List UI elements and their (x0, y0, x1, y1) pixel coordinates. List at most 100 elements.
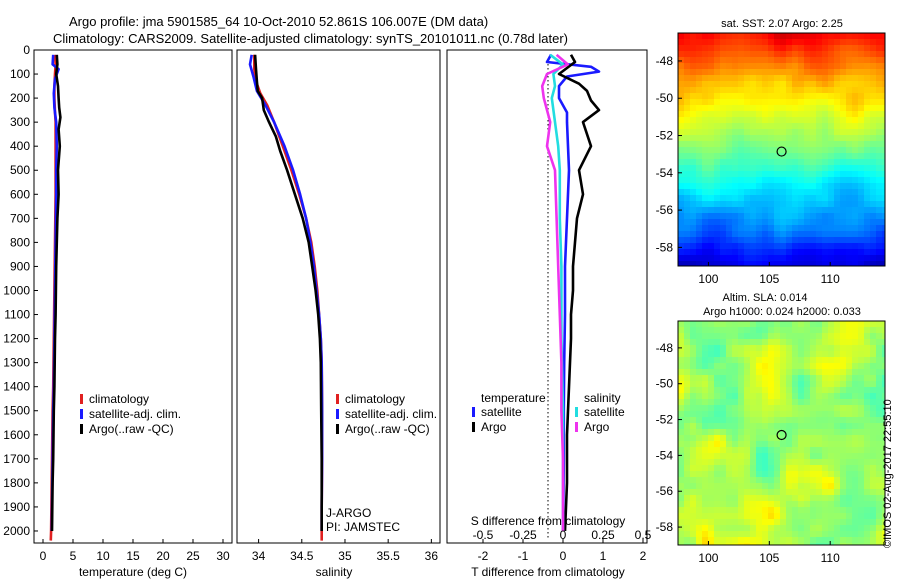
heat-cell (810, 171, 817, 178)
heat-cell (750, 345, 757, 352)
heat-cell (750, 147, 757, 154)
heat-cell (684, 75, 691, 82)
heat-cell (798, 159, 805, 166)
t-difference-xlabel: T difference from climatology (471, 565, 625, 579)
heat-cell (732, 525, 739, 532)
heat-cell (744, 195, 751, 202)
heat-cell (846, 183, 853, 190)
heat-cell (858, 255, 865, 262)
heat-cell (810, 363, 817, 370)
heat-cell (876, 507, 883, 514)
heat-cell (774, 159, 781, 166)
heat-cell (852, 207, 859, 214)
heat-cell (684, 195, 691, 202)
heat-cell (684, 249, 691, 256)
heat-cell (840, 57, 847, 64)
heat-cell (774, 417, 781, 424)
heat-cell (792, 231, 799, 238)
heat-cell (780, 525, 787, 532)
heat-cell (858, 441, 865, 448)
heat-cell (768, 69, 775, 76)
heat-cell (798, 117, 805, 124)
heat-cell (690, 243, 697, 250)
heat-cell (744, 129, 751, 136)
heat-cell (774, 525, 781, 532)
heat-cell (684, 375, 691, 382)
x-tick-label: 0 (40, 549, 47, 563)
heat-cell (690, 123, 697, 130)
heat-cell (738, 507, 745, 514)
heat-cell (696, 363, 703, 370)
heat-cell (870, 51, 877, 58)
heat-cell (816, 477, 823, 484)
heat-cell (834, 171, 841, 178)
heat-cell (738, 339, 745, 346)
heat-cell (738, 183, 745, 190)
heat-cell (840, 321, 847, 328)
heat-cell (786, 45, 793, 52)
heat-cell (840, 405, 847, 412)
heat-cell (684, 243, 691, 250)
heat-cell (852, 471, 859, 478)
heat-cell (750, 411, 757, 418)
heat-cell (708, 147, 715, 154)
heat-cell (750, 417, 757, 424)
heat-cell (876, 453, 883, 460)
heat-cell (846, 411, 853, 418)
heat-cell (876, 87, 883, 94)
heat-cell (876, 219, 883, 226)
heat-cell (804, 471, 811, 478)
heat-cell (852, 33, 859, 40)
heat-cell (864, 489, 871, 496)
heat-cell (756, 363, 763, 370)
heat-cell (768, 483, 775, 490)
heat-cell (786, 459, 793, 466)
heat-cell (798, 45, 805, 52)
heat-cell (762, 159, 769, 166)
heat-cell (744, 489, 751, 496)
heat-cell (822, 189, 829, 196)
x-tick-label: 0 (560, 549, 567, 563)
heat-cell (780, 207, 787, 214)
heat-cell (768, 63, 775, 70)
heat-cell (870, 459, 877, 466)
heat-cell (876, 345, 883, 352)
heat-cell (840, 459, 847, 466)
legend-label: climatology (345, 392, 405, 406)
heat-cell (678, 351, 685, 358)
heat-cell (858, 219, 865, 226)
heat-cell (870, 543, 877, 545)
heat-cell (816, 369, 823, 376)
heat-cell (678, 159, 685, 166)
heat-cell (852, 81, 859, 88)
heat-cell (846, 375, 853, 382)
sla-map-panel: Altim. SLA: 0.014 Argo h1000: 0.024 h200… (656, 292, 886, 565)
heat-cell (678, 441, 685, 448)
heat-cell (798, 441, 805, 448)
heat-cell (798, 507, 805, 514)
heat-cell (822, 357, 829, 364)
heat-cell (852, 351, 859, 358)
heat-cell (768, 381, 775, 388)
heat-cell (798, 201, 805, 208)
heat-cell (756, 93, 763, 100)
heat-cell (840, 219, 847, 226)
heat-cell (738, 441, 745, 448)
heat-cell (792, 81, 799, 88)
x-tick-label: 10 (96, 549, 110, 563)
heat-cell (792, 519, 799, 526)
heat-cell (876, 519, 883, 526)
heat-cell (810, 321, 817, 328)
heat-cell (714, 63, 721, 70)
sla-map-title-1: Altim. SLA: 0.014 (723, 292, 808, 304)
heat-cell (822, 381, 829, 388)
heat-cell (882, 321, 885, 328)
heat-cell (786, 333, 793, 340)
heat-cell (726, 525, 733, 532)
heat-cell (804, 231, 811, 238)
heat-cell (720, 123, 727, 130)
heat-cell (792, 429, 799, 436)
heat-cell (762, 543, 769, 545)
heat-cell (852, 159, 859, 166)
heat-cell (858, 411, 865, 418)
